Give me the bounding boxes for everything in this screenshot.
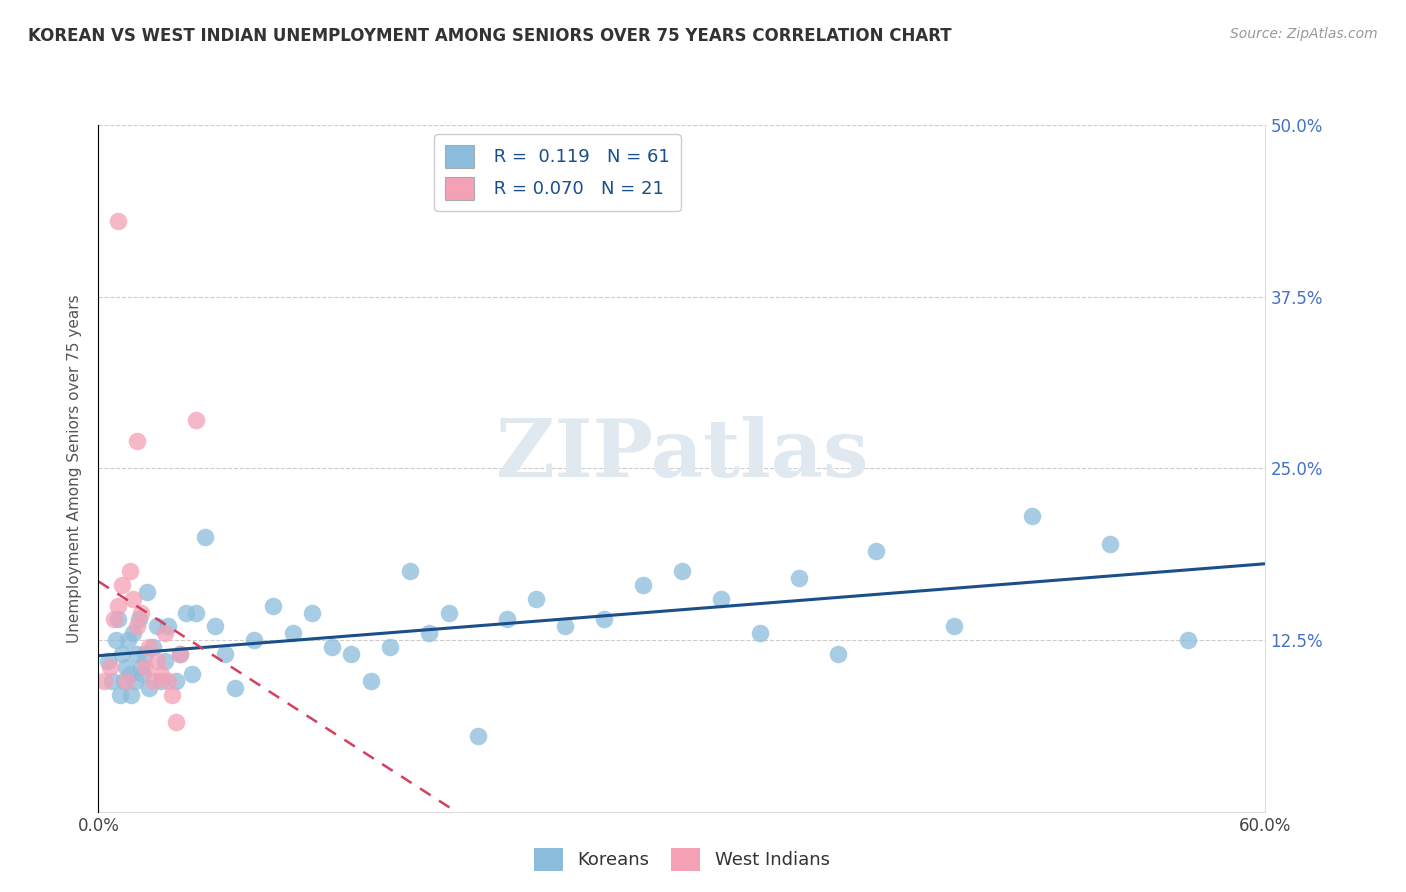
Point xyxy=(127,647,149,661)
Point xyxy=(262,599,284,613)
Point xyxy=(146,619,169,633)
Point xyxy=(554,619,576,633)
Point xyxy=(118,667,141,681)
Legend: Koreans, West Indians: Koreans, West Indians xyxy=(527,840,837,879)
Point xyxy=(165,715,187,730)
Point xyxy=(118,565,141,579)
Point xyxy=(107,214,129,228)
Point xyxy=(169,647,191,661)
Point xyxy=(865,543,887,558)
Point xyxy=(117,633,139,648)
Point xyxy=(495,612,517,626)
Point xyxy=(524,591,547,606)
Point xyxy=(378,640,402,654)
Point xyxy=(340,647,363,661)
Point xyxy=(122,626,145,640)
Point xyxy=(112,674,135,689)
Point xyxy=(943,619,966,633)
Y-axis label: Unemployment Among Seniors over 75 years: Unemployment Among Seniors over 75 years xyxy=(67,294,83,642)
Point xyxy=(98,660,121,674)
Point xyxy=(142,674,165,689)
Point xyxy=(748,626,770,640)
Point xyxy=(114,660,136,674)
Point xyxy=(184,606,207,620)
Point xyxy=(184,413,207,427)
Point xyxy=(111,578,134,592)
Point xyxy=(128,612,150,626)
Point xyxy=(169,647,191,661)
Point xyxy=(224,681,246,695)
Point xyxy=(153,654,176,668)
Text: Source: ZipAtlas.com: Source: ZipAtlas.com xyxy=(1230,27,1378,41)
Point xyxy=(93,674,115,689)
Point xyxy=(1098,537,1121,551)
Point xyxy=(111,647,134,661)
Point xyxy=(142,640,165,654)
Point xyxy=(243,633,266,648)
Text: ZIPatlas: ZIPatlas xyxy=(496,416,868,493)
Point xyxy=(398,565,420,579)
Point xyxy=(204,619,226,633)
Point xyxy=(710,591,733,606)
Point xyxy=(138,681,160,695)
Point xyxy=(132,667,155,681)
Point xyxy=(124,674,146,689)
Point xyxy=(114,674,136,689)
Point xyxy=(107,599,129,613)
Point xyxy=(127,619,149,633)
Point xyxy=(107,612,129,626)
Point xyxy=(321,640,343,654)
Text: KOREAN VS WEST INDIAN UNEMPLOYMENT AMONG SENIORS OVER 75 YEARS CORRELATION CHART: KOREAN VS WEST INDIAN UNEMPLOYMENT AMONG… xyxy=(28,27,952,45)
Point xyxy=(121,688,143,702)
Point xyxy=(194,530,217,544)
Point xyxy=(122,591,145,606)
Point xyxy=(104,633,127,648)
Point xyxy=(165,674,187,689)
Point xyxy=(1177,633,1199,648)
Point xyxy=(146,654,169,668)
Point xyxy=(149,667,172,681)
Point xyxy=(418,626,440,640)
Point xyxy=(134,660,156,674)
Point xyxy=(467,729,489,743)
Point xyxy=(101,674,124,689)
Point xyxy=(787,571,810,585)
Point xyxy=(129,606,152,620)
Point xyxy=(136,585,159,599)
Point xyxy=(671,565,693,579)
Point xyxy=(129,660,152,674)
Point xyxy=(134,647,156,661)
Point xyxy=(153,626,176,640)
Point xyxy=(1021,509,1043,524)
Point xyxy=(214,647,236,661)
Point xyxy=(108,688,131,702)
Point xyxy=(138,640,160,654)
Point xyxy=(281,626,304,640)
Point xyxy=(827,647,849,661)
Point xyxy=(103,612,125,626)
Point xyxy=(360,674,382,689)
Point xyxy=(180,667,202,681)
Point xyxy=(631,578,654,592)
Point xyxy=(174,606,197,620)
Point xyxy=(97,654,120,668)
Point xyxy=(593,612,616,626)
Point xyxy=(157,619,180,633)
Point xyxy=(149,674,172,689)
Point xyxy=(301,606,323,620)
Point xyxy=(127,434,149,448)
Point xyxy=(437,606,460,620)
Point xyxy=(157,674,180,689)
Point xyxy=(162,688,184,702)
